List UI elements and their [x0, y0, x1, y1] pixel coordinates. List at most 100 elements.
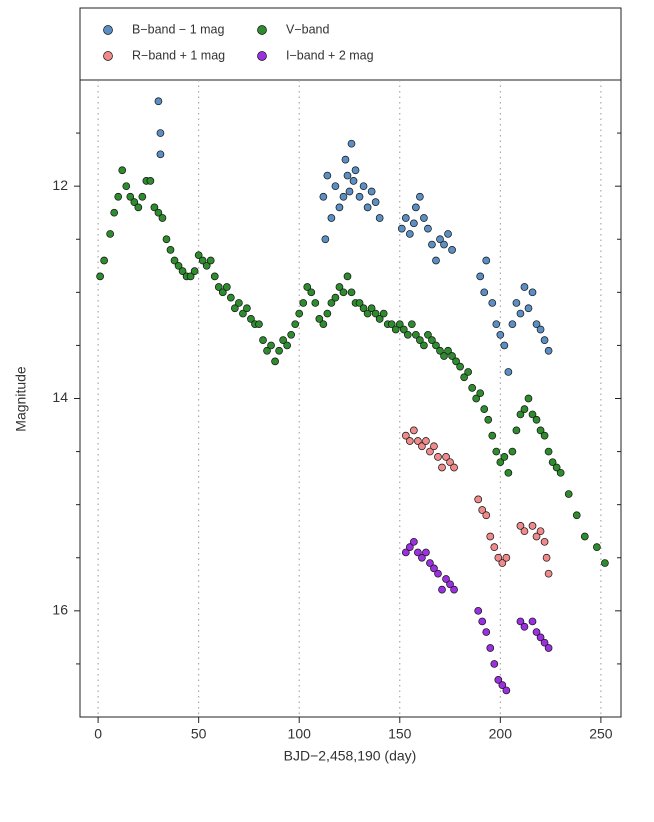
data-point	[508, 447, 517, 456]
data-point	[367, 304, 376, 313]
data-point	[512, 426, 521, 435]
data-point	[426, 559, 434, 567]
data-point	[532, 415, 541, 424]
y-axis-label: Magnitude	[13, 366, 29, 432]
data-point	[327, 299, 336, 307]
data-point	[146, 177, 155, 185]
data-point	[490, 660, 499, 668]
data-point	[363, 309, 372, 318]
data-point	[218, 288, 227, 297]
legend-marker	[103, 51, 113, 61]
data-point	[339, 288, 348, 297]
data-point	[170, 256, 179, 265]
data-point	[222, 283, 231, 291]
legend-box	[79, 7, 622, 81]
data-point	[319, 192, 328, 201]
data-point	[472, 394, 481, 403]
data-point	[311, 299, 320, 307]
data-point	[502, 686, 511, 695]
data-point	[544, 644, 553, 652]
data-point	[496, 330, 505, 339]
data-point	[498, 559, 507, 567]
data-point	[424, 330, 432, 339]
data-point	[412, 330, 420, 339]
data-point	[395, 320, 404, 329]
data-point	[540, 336, 549, 344]
data-point	[424, 224, 432, 233]
data-point	[426, 447, 434, 456]
data-point	[206, 256, 215, 265]
data-point	[488, 431, 497, 440]
data-point	[315, 315, 324, 323]
data-point	[130, 198, 139, 206]
data-point	[154, 208, 163, 217]
x-tick-label: 50	[191, 726, 207, 742]
data-point	[468, 384, 477, 392]
data-point	[440, 352, 448, 360]
data-point	[335, 283, 344, 291]
data-point	[359, 182, 368, 191]
data-point	[226, 293, 235, 302]
data-point	[504, 468, 513, 477]
data-point	[432, 341, 440, 350]
data-point	[486, 532, 495, 541]
data-point	[255, 320, 263, 329]
data-point	[100, 256, 108, 265]
data-point	[247, 315, 255, 323]
data-point	[542, 553, 551, 562]
data-point	[440, 240, 448, 249]
data-point	[548, 458, 557, 467]
data-point	[520, 405, 529, 413]
data-point	[544, 447, 553, 456]
data-point	[516, 522, 525, 530]
data-point	[446, 580, 454, 589]
data-point	[412, 203, 420, 212]
data-point	[488, 299, 497, 307]
data-point	[355, 192, 364, 201]
data-point	[556, 468, 565, 477]
data-point	[154, 97, 163, 106]
data-point	[202, 261, 211, 270]
data-point	[516, 309, 525, 318]
data-point	[516, 410, 525, 419]
data-point	[482, 628, 491, 636]
data-point	[110, 208, 119, 217]
data-point	[214, 283, 223, 291]
data-point	[355, 299, 364, 307]
data-point	[536, 633, 545, 642]
data-point	[540, 431, 549, 440]
data-point	[438, 585, 446, 594]
data-point	[460, 373, 468, 382]
data-point	[339, 192, 348, 201]
data-point	[319, 320, 328, 329]
data-point	[243, 304, 251, 313]
data-point	[347, 139, 356, 148]
data-point	[287, 330, 296, 339]
data-point	[347, 288, 356, 297]
data-point	[476, 272, 485, 281]
data-point	[450, 463, 458, 472]
data-point	[371, 198, 380, 206]
data-point	[239, 309, 247, 318]
data-point	[536, 527, 545, 536]
data-point	[371, 309, 380, 318]
y-tick-label: 14	[52, 389, 68, 405]
data-point	[397, 224, 406, 233]
data-point	[405, 437, 414, 445]
data-point	[430, 564, 438, 573]
data-point	[540, 638, 549, 647]
data-point	[367, 187, 376, 196]
x-tick-label: 0	[94, 726, 102, 742]
data-point	[580, 532, 589, 541]
data-point	[450, 585, 458, 594]
data-point	[363, 203, 372, 212]
data-point	[405, 230, 414, 238]
data-point	[405, 543, 414, 551]
data-point	[500, 453, 509, 461]
data-point	[494, 675, 503, 684]
data-point	[540, 537, 549, 546]
data-point	[349, 177, 358, 185]
data-point	[341, 155, 350, 164]
data-point	[391, 325, 400, 334]
data-point	[528, 288, 537, 297]
